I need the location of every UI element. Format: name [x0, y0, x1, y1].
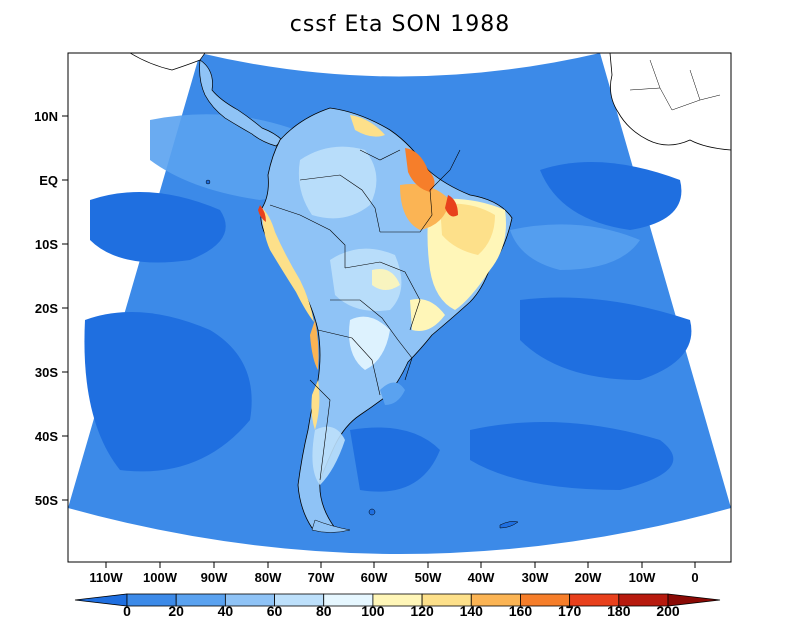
- colorbar-label: 0: [123, 603, 131, 618]
- lon-label: 40W: [468, 570, 495, 585]
- colorbar-label: 200: [656, 603, 680, 618]
- lon-tick: 70W: [308, 562, 335, 585]
- north-america-outline: [129, 53, 206, 71]
- lat-tick: 10S: [35, 237, 68, 252]
- africa-borders: [629, 59, 721, 111]
- colorbar-label: 140: [460, 603, 484, 618]
- map-title: cssf Eta SON 1988: [289, 12, 511, 37]
- colorbar-max-arrow: [667, 593, 721, 607]
- lon-tick: 60W: [361, 562, 388, 585]
- colorbar-label: 180: [607, 603, 631, 618]
- lon-tick: 110W: [89, 562, 123, 585]
- colorbar-label: 120: [410, 603, 434, 618]
- lon-label: 30W: [522, 570, 549, 585]
- colorbar-label: 100: [361, 603, 385, 618]
- colorbar-label: 170: [558, 603, 582, 618]
- lat-label: 10N: [34, 109, 58, 124]
- lon-tick: 50W: [415, 562, 442, 585]
- lat-tick: EQ: [39, 173, 68, 188]
- africa-outline: [609, 53, 731, 151]
- lon-tick: 20W: [575, 562, 602, 585]
- islands: [205, 179, 519, 533]
- lon-tick: 40W: [468, 562, 495, 585]
- colorbar: 0 20 40 60 80 100 120 140 160 170 180 200: [74, 593, 721, 618]
- lon-label: 110W: [89, 570, 123, 585]
- lat-label: 40S: [35, 429, 58, 444]
- lat-label: 30S: [35, 365, 58, 380]
- lat-label: 20S: [35, 301, 58, 316]
- lat-tick: 10N: [34, 109, 68, 124]
- colorbar-label: 40: [218, 603, 234, 618]
- latitude-axis: 10N EQ 10S 20S 30S 40S 50S: [34, 109, 68, 508]
- country-borders: [269, 149, 461, 481]
- lon-label: 10W: [629, 570, 656, 585]
- colorbar-label: 60: [267, 603, 283, 618]
- lat-label: EQ: [39, 173, 58, 188]
- lat-tick: 40S: [35, 429, 68, 444]
- land-precipitation-field: [258, 115, 506, 485]
- lon-label: 100W: [143, 570, 178, 585]
- lat-label: 50S: [35, 493, 58, 508]
- colorbar-label: 160: [509, 603, 533, 618]
- lon-tick: 100W: [143, 562, 178, 585]
- lon-tick: 30W: [522, 562, 549, 585]
- longitude-axis: 110W 100W 90W 80W 70W 60W 50W 40W: [89, 562, 699, 585]
- lon-tick: 90W: [201, 562, 228, 585]
- lon-label: 0: [691, 570, 698, 585]
- lon-label: 90W: [201, 570, 228, 585]
- colorbar-label: 20: [168, 603, 184, 618]
- lon-label: 20W: [575, 570, 602, 585]
- lat-tick: 30S: [35, 365, 68, 380]
- lat-tick: 20S: [35, 301, 68, 316]
- lon-tick: 80W: [255, 562, 282, 585]
- colorbar-label: 80: [316, 603, 332, 618]
- lat-label: 10S: [35, 237, 58, 252]
- lon-tick: 0: [691, 562, 699, 585]
- lat-tick: 50S: [35, 493, 68, 508]
- colorbar-min-arrow: [74, 593, 128, 607]
- lon-label: 50W: [415, 570, 442, 585]
- lon-label: 60W: [361, 570, 388, 585]
- lon-label: 70W: [308, 570, 335, 585]
- lon-tick: 10W: [629, 562, 656, 585]
- lon-label: 80W: [255, 570, 282, 585]
